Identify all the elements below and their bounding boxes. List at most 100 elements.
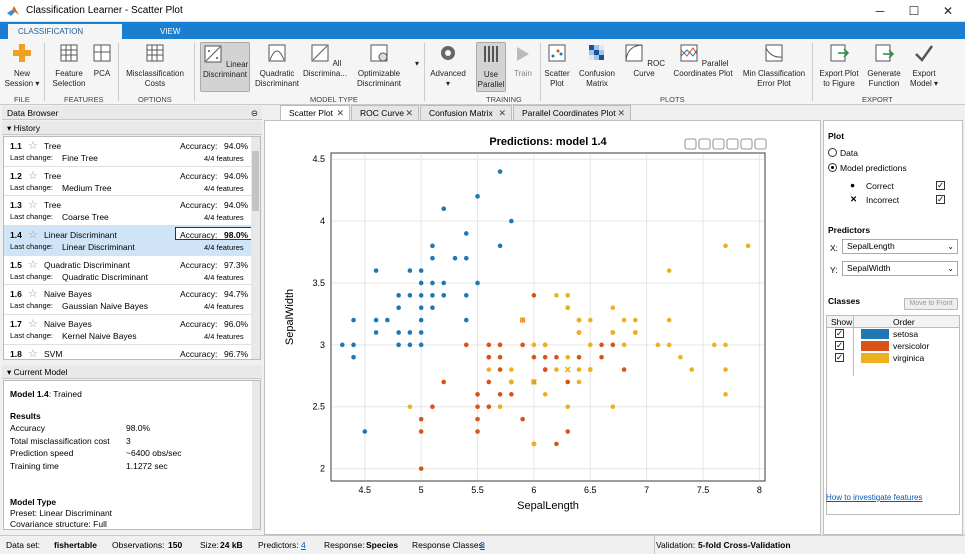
data-point-virginica[interactable] bbox=[689, 367, 695, 372]
feature-selection-button[interactable]: Feature Selection bbox=[50, 42, 88, 89]
data-point-setosa[interactable] bbox=[373, 268, 379, 273]
data-point-setosa[interactable] bbox=[407, 293, 413, 298]
data-point-setosa[interactable] bbox=[385, 317, 390, 323]
data-point-versicolor[interactable] bbox=[418, 416, 424, 422]
data-point-virginica[interactable] bbox=[723, 392, 728, 397]
data-point-virginica[interactable] bbox=[610, 305, 616, 311]
data-point-virginica[interactable] bbox=[565, 305, 571, 311]
data-point-virginica[interactable] bbox=[633, 317, 638, 323]
history-item[interactable]: 1.7 ☆ Naive Bayes Accuracy: 96.0% Last change… bbox=[4, 315, 260, 345]
data-point-versicolor[interactable] bbox=[520, 342, 525, 348]
data-point-setosa[interactable] bbox=[396, 330, 401, 335]
pan-icon[interactable] bbox=[712, 138, 725, 150]
new-session-button[interactable]: New Session ▾ bbox=[4, 42, 40, 89]
data-point-setosa[interactable] bbox=[475, 194, 480, 199]
data-point-versicolor[interactable] bbox=[430, 404, 435, 410]
history-item[interactable]: 1.4 ☆ Linear Discriminant Accuracy: 98.0% Las… bbox=[4, 226, 260, 256]
data-point-virginica[interactable] bbox=[666, 317, 672, 323]
data-browser-header[interactable]: Data Browser ⊝ bbox=[2, 106, 262, 120]
data-point-setosa[interactable] bbox=[418, 317, 424, 323]
minimize-icon[interactable]: ─ bbox=[875, 4, 885, 18]
history-item[interactable]: 1.2 ☆ Tree Accuracy: 94.0% Last change: Medium… bbox=[4, 167, 260, 197]
data-point-virginica[interactable] bbox=[407, 404, 413, 410]
data-point-versicolor[interactable] bbox=[463, 342, 469, 348]
data-point-versicolor[interactable] bbox=[475, 404, 480, 410]
response-classes-link[interactable]: 3 bbox=[480, 540, 485, 550]
move-to-front-button[interactable]: Move to Front bbox=[904, 298, 958, 310]
collapse-icon[interactable]: ⊝ bbox=[250, 108, 258, 118]
data-point-virginica[interactable] bbox=[576, 367, 582, 372]
data-point-setosa[interactable] bbox=[362, 429, 368, 434]
data-point-virginica[interactable] bbox=[723, 342, 728, 348]
data-point-virginica[interactable] bbox=[610, 330, 616, 335]
class-row[interactable]: ✓ virginica bbox=[827, 352, 959, 364]
data-point-setosa[interactable] bbox=[430, 280, 435, 286]
tab-parallel-coordinates-plot[interactable]: Parallel Coordinates Plot ✕ bbox=[513, 105, 631, 120]
data-point-setosa[interactable] bbox=[497, 243, 503, 249]
use-parallel-button[interactable]: Use Parallel bbox=[476, 42, 506, 92]
data-point-setosa[interactable] bbox=[441, 280, 447, 286]
incorrect-marker[interactable] bbox=[564, 366, 571, 373]
incorrect-marker[interactable] bbox=[530, 378, 537, 386]
data-point-virginica[interactable] bbox=[565, 404, 571, 410]
data-point-versicolor[interactable] bbox=[554, 354, 559, 360]
data-point-versicolor[interactable] bbox=[599, 342, 604, 348]
history-item[interactable]: 1.5 ☆ Quadratic Discriminant Accuracy: 97.3%… bbox=[4, 256, 260, 286]
close-tab-icon[interactable]: ✕ bbox=[617, 108, 625, 118]
data-point-setosa[interactable] bbox=[430, 243, 435, 249]
data-point-virginica[interactable] bbox=[621, 317, 627, 323]
data-point-virginica[interactable] bbox=[509, 379, 514, 385]
data-point-versicolor[interactable] bbox=[418, 466, 424, 471]
data-point-versicolor[interactable] bbox=[486, 354, 492, 360]
data-point-virginica[interactable] bbox=[587, 342, 593, 348]
optimizable-discriminant-button[interactable]: Optimizable Discriminant bbox=[350, 42, 408, 89]
star-icon[interactable]: ☆ bbox=[28, 318, 38, 331]
star-icon[interactable]: ☆ bbox=[28, 347, 38, 360]
data-point-virginica[interactable] bbox=[565, 354, 571, 360]
data-point-setosa[interactable] bbox=[430, 255, 435, 261]
data-point-setosa[interactable] bbox=[351, 354, 356, 360]
data-point-versicolor[interactable] bbox=[497, 354, 503, 360]
incorrect-checkbox[interactable]: ✓ bbox=[936, 194, 945, 204]
data-point-setosa[interactable] bbox=[463, 255, 469, 261]
data-point-virginica[interactable] bbox=[542, 392, 548, 397]
parallel-coordinates-plot-button[interactable]: Parallel Coordinates Plot bbox=[670, 42, 736, 79]
data-point-virginica[interactable] bbox=[666, 268, 672, 273]
data-point-virginica[interactable] bbox=[486, 367, 492, 372]
data-point-virginica[interactable] bbox=[531, 441, 537, 447]
brush-icon[interactable] bbox=[684, 138, 697, 150]
y-predictor-select[interactable]: SepalWidth ⌄ bbox=[842, 261, 958, 276]
linear-discriminant-button[interactable]: Linear Discriminant bbox=[200, 42, 250, 92]
data-point-setosa[interactable] bbox=[418, 293, 424, 298]
star-icon[interactable]: ☆ bbox=[28, 229, 38, 242]
history-header[interactable]: ▾ History bbox=[2, 121, 262, 135]
tab-classification-learner[interactable]: CLASSIFICATION LEARNER bbox=[8, 24, 122, 51]
data-point-setosa[interactable] bbox=[452, 255, 458, 261]
data-point-virginica[interactable] bbox=[554, 293, 559, 298]
history-item[interactable]: 1.1 ☆ Tree Accuracy: 94.0% Last change: Fine T… bbox=[4, 137, 260, 167]
data-point-setosa[interactable] bbox=[418, 330, 424, 335]
star-icon[interactable]: ☆ bbox=[28, 258, 38, 271]
maximize-icon[interactable]: ☐ bbox=[908, 4, 920, 18]
close-tab-icon[interactable]: ✕ bbox=[336, 108, 344, 118]
data-point-versicolor[interactable] bbox=[475, 416, 480, 422]
data-point-versicolor[interactable] bbox=[497, 342, 503, 348]
data-point-setosa[interactable] bbox=[475, 280, 480, 286]
data-point-setosa[interactable] bbox=[373, 317, 379, 323]
star-icon[interactable]: ☆ bbox=[28, 288, 38, 301]
data-point-virginica[interactable] bbox=[621, 342, 627, 348]
data-point-virginica[interactable] bbox=[576, 330, 582, 335]
pca-button[interactable]: PCA bbox=[90, 42, 114, 79]
how-to-investigate-link[interactable]: How to investigate features bbox=[826, 493, 923, 502]
data-point-versicolor[interactable] bbox=[576, 354, 582, 360]
scrollbar[interactable] bbox=[252, 381, 260, 529]
data-point-versicolor[interactable] bbox=[610, 342, 616, 348]
data-point-virginica[interactable] bbox=[745, 243, 751, 249]
x-predictor-select[interactable]: SepalLength ⌄ bbox=[842, 239, 958, 254]
data-point-setosa[interactable] bbox=[396, 342, 401, 348]
home-icon[interactable] bbox=[754, 138, 767, 150]
data-point-versicolor[interactable] bbox=[497, 392, 503, 397]
data-point-virginica[interactable] bbox=[587, 317, 593, 323]
data-point-virginica[interactable] bbox=[576, 379, 582, 385]
data-point-setosa[interactable] bbox=[418, 305, 424, 311]
